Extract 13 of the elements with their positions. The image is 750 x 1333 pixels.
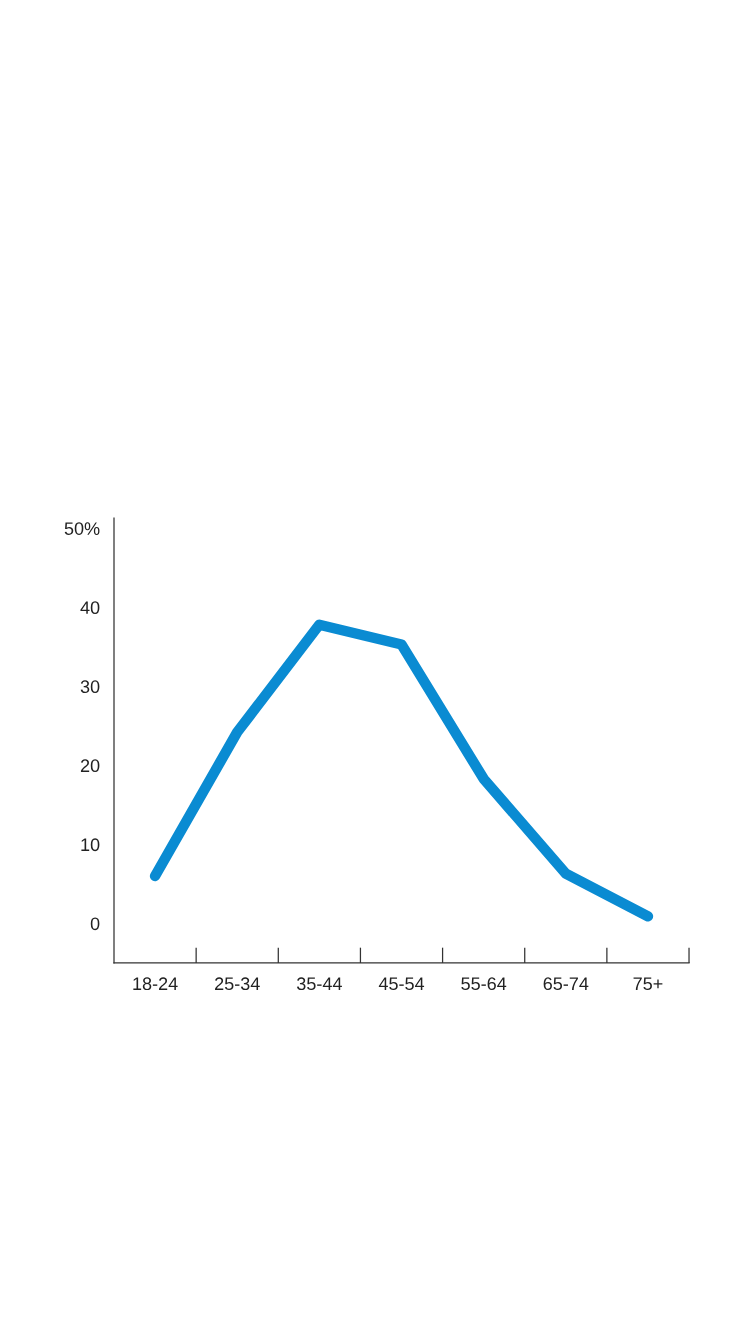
x-tick-label: 65-74 bbox=[543, 977, 589, 991]
y-tick-label: 40 bbox=[80, 601, 100, 615]
x-tick-label: 35-44 bbox=[296, 977, 342, 991]
x-tick-label: 55-64 bbox=[461, 977, 507, 991]
x-tick-label: 18-24 bbox=[133, 977, 178, 991]
y-tick-label: 20 bbox=[80, 759, 100, 773]
y-tick-label: 30 bbox=[80, 680, 100, 694]
x-tick-label: 75+ bbox=[633, 977, 663, 991]
y-tick-label: 10 bbox=[81, 838, 100, 852]
x-tick-label: 45-54 bbox=[378, 977, 425, 991]
y-tick-label: 0 bbox=[90, 917, 100, 931]
x-tick-label: 25-34 bbox=[215, 977, 260, 991]
y-tick-label: 50% bbox=[64, 522, 100, 535]
